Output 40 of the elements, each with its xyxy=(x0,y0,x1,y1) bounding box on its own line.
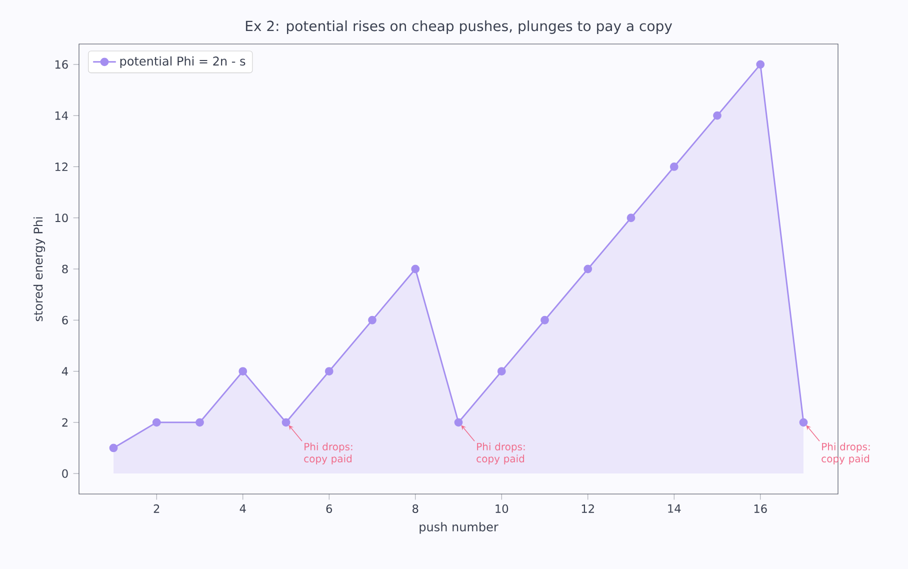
x-tick-label: 16 xyxy=(754,504,767,513)
x-tick-label: 10 xyxy=(496,504,508,513)
y-tick-label: 16 xyxy=(55,60,68,69)
x-tick-label: 14 xyxy=(668,504,681,513)
point xyxy=(497,367,506,376)
point xyxy=(626,214,636,222)
x-tick-label: 4 xyxy=(240,504,246,513)
y-tick-label: 4 xyxy=(62,367,68,376)
point xyxy=(196,418,204,427)
x-axis-title: push number xyxy=(420,522,498,534)
y-tick-label: 12 xyxy=(55,162,68,171)
x-tick-label: 6 xyxy=(326,504,332,513)
y-axis-title: stored energy Phi xyxy=(33,217,46,322)
x-tick-label: 8 xyxy=(412,504,418,513)
point xyxy=(799,418,808,427)
y-tick-label: 14 xyxy=(55,111,68,120)
point xyxy=(109,444,118,452)
legend-label: potential Phi = 2n - s xyxy=(120,56,246,68)
annotation: Phi drops: copy paid xyxy=(304,442,352,464)
y-tick-label: 6 xyxy=(62,316,68,324)
point xyxy=(238,367,248,376)
point xyxy=(411,264,420,274)
point xyxy=(368,316,376,324)
point xyxy=(152,418,161,427)
point xyxy=(713,111,722,120)
point xyxy=(756,60,765,69)
point xyxy=(324,367,334,376)
x-tick-label: 12 xyxy=(582,504,594,513)
point xyxy=(584,264,592,274)
y-tick-label: 0 xyxy=(62,469,68,478)
y-tick-label: 2 xyxy=(62,418,68,427)
annotation: Phi drops: copy paid xyxy=(476,442,525,464)
y-tick-label: 10 xyxy=(55,214,68,222)
point xyxy=(540,316,549,324)
x-tick-label: 2 xyxy=(154,504,160,513)
y-tick-label: 8 xyxy=(62,264,68,274)
point xyxy=(454,418,463,427)
chart-title: Ex 2: potential rises on cheap pushes, plunges to pay a copy xyxy=(246,20,672,34)
point xyxy=(282,418,290,427)
point xyxy=(670,162,678,171)
